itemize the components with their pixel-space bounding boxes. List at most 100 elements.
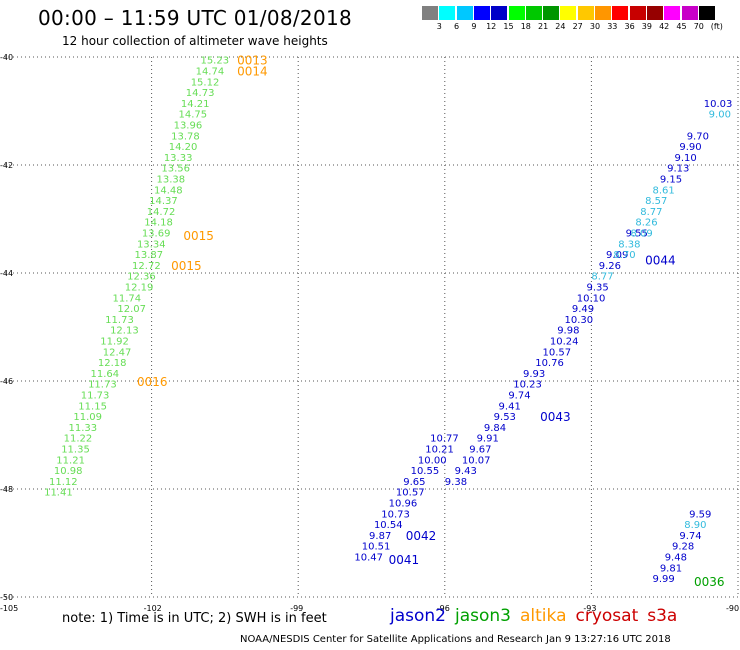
legend-swatch xyxy=(543,6,560,20)
wave-height-label: 12.47 xyxy=(103,347,132,358)
y-tick-label: -40 xyxy=(0,53,13,62)
legend-tick-label: 27 xyxy=(572,22,583,31)
wave-height-label: 14.37 xyxy=(149,196,178,207)
legend-tick-label: 39 xyxy=(641,22,652,31)
wave-height-label: 12.18 xyxy=(98,358,127,369)
wave-height-label: 10.07 xyxy=(462,455,491,466)
wave-height-label: 14.73 xyxy=(186,88,215,99)
pass-time-label: 0014 xyxy=(237,65,268,79)
wave-height-label: 10.21 xyxy=(425,445,454,456)
wave-height-label: 10.51 xyxy=(362,542,391,553)
wave-height-label: 15.23 xyxy=(200,56,229,67)
wave-height-label: 11.15 xyxy=(78,401,107,412)
wave-height-label: 9.43 xyxy=(455,466,477,477)
pass-time-label: 0043 xyxy=(540,410,571,424)
legend-swatch xyxy=(595,6,611,20)
wave-height-label: 9.67 xyxy=(469,445,491,456)
wave-height-label: 13.34 xyxy=(137,239,166,250)
wave-height-label: 10.76 xyxy=(535,358,564,369)
wave-height-label: 8.77 xyxy=(640,207,662,218)
wave-height-label: 10.96 xyxy=(389,499,418,510)
wave-height-label: 8.61 xyxy=(652,185,674,196)
legend-swatch xyxy=(422,6,438,20)
wave-height-label: 9.70 xyxy=(687,131,709,142)
wave-height-label: 9.28 xyxy=(672,542,694,553)
wave-height-label: 9.93 xyxy=(523,369,545,380)
wave-height-label: 8.77 xyxy=(591,272,613,283)
legend-tick-label: 24 xyxy=(555,22,566,31)
wave-height-label: 13.38 xyxy=(156,175,185,186)
wave-height-label: 11.92 xyxy=(100,337,129,348)
wave-height-label: 9.87 xyxy=(369,531,391,542)
wave-height-label: 9.09 xyxy=(606,250,628,261)
wave-height-label: 9.59 xyxy=(689,509,711,520)
legend-swatch xyxy=(491,6,508,20)
satellite-name: cryosat xyxy=(575,606,639,626)
wave-height-label: 14.74 xyxy=(196,67,225,78)
wave-height-label: 9.41 xyxy=(499,401,521,412)
wave-height-label: 13.56 xyxy=(161,164,190,175)
wave-height-label: 9.90 xyxy=(679,142,701,153)
legend-swatch xyxy=(629,6,646,20)
legend-tick-label: 15 xyxy=(503,22,514,31)
wave-height-label: 9.35 xyxy=(587,283,609,294)
pass-time-label: 0041 xyxy=(389,553,420,567)
pass-time-label: 0015 xyxy=(183,229,214,243)
wave-height-label: 10.30 xyxy=(565,315,594,326)
legend-swatch xyxy=(473,6,490,20)
wave-height-label: 8.57 xyxy=(645,196,667,207)
wave-height-label: 14.20 xyxy=(169,142,198,153)
pass-time-label: 0036 xyxy=(694,575,725,589)
wave-height-label: 9.53 xyxy=(494,412,516,423)
wave-height-label: 11.22 xyxy=(64,434,93,445)
wave-height-label: 9.13 xyxy=(667,164,689,175)
wave-height-label: 13.87 xyxy=(134,250,163,261)
legend-swatch xyxy=(456,6,473,20)
wave-height-label: 11.35 xyxy=(61,445,90,456)
wave-height-label: 10.03 xyxy=(704,99,733,110)
wave-height-label: 8.38 xyxy=(618,239,640,250)
wave-height-label: 9.74 xyxy=(679,531,701,542)
wave-height-label: 11.09 xyxy=(73,412,102,423)
legend-tick-label: 42 xyxy=(659,22,670,31)
wave-height-label: 14.48 xyxy=(154,185,183,196)
wave-height-label: 11.73 xyxy=(105,315,134,326)
wave-height-label: 9.91 xyxy=(477,434,499,445)
y-tick-label: -44 xyxy=(0,269,13,278)
wave-height-label: 9.48 xyxy=(665,553,687,564)
footnote: note: 1) Time is in UTC; 2) SWH is in fe… xyxy=(62,611,327,626)
wave-height-label: 10.77 xyxy=(430,434,459,445)
wave-height-label: 11.41 xyxy=(44,488,73,499)
y-tick-label: -46 xyxy=(0,377,13,386)
pass-time-label: 0015 xyxy=(171,259,202,273)
wave-height-label: 12.72 xyxy=(132,261,161,272)
wave-height-label: 9.74 xyxy=(508,391,530,402)
wave-height-label: 9.26 xyxy=(599,261,621,272)
legend-tick-label: 9 xyxy=(471,22,477,31)
wave-height-label: 9.00 xyxy=(709,110,731,121)
wave-height-label: 14.72 xyxy=(147,207,176,218)
pass-time-label: 0044 xyxy=(645,254,676,268)
x-tick-label: -93 xyxy=(583,604,596,613)
y-tick-label: -48 xyxy=(0,485,13,494)
wave-height-label: 9.65 xyxy=(403,477,425,488)
wave-height-label: 15.12 xyxy=(191,77,220,88)
pass-time-label: 0042 xyxy=(406,529,437,543)
wave-height-label: 9.55 xyxy=(626,229,648,240)
wave-height-label: 12.13 xyxy=(110,326,139,337)
credit-line: NOAA/NESDIS Center for Satellite Applica… xyxy=(240,634,671,645)
wave-height-label: 11.73 xyxy=(81,391,110,402)
wave-height-label: 10.55 xyxy=(411,466,440,477)
wave-height-label: 13.69 xyxy=(142,229,171,240)
x-tick-label: -99 xyxy=(290,604,303,613)
legend-swatch xyxy=(577,6,594,20)
legend-swatch xyxy=(525,6,542,20)
legend-swatch xyxy=(508,6,525,20)
pass-time-label: 0016 xyxy=(137,375,168,389)
x-tick-label: -96 xyxy=(437,604,450,613)
wave-height-label: 10.23 xyxy=(513,380,542,391)
y-tick-label: -50 xyxy=(0,593,13,602)
wave-height-label: 9.10 xyxy=(674,153,696,164)
page-title: 00:00 – 11:59 UTC 01/08/2018 xyxy=(38,6,353,30)
legend-tick-label: 36 xyxy=(624,22,635,31)
